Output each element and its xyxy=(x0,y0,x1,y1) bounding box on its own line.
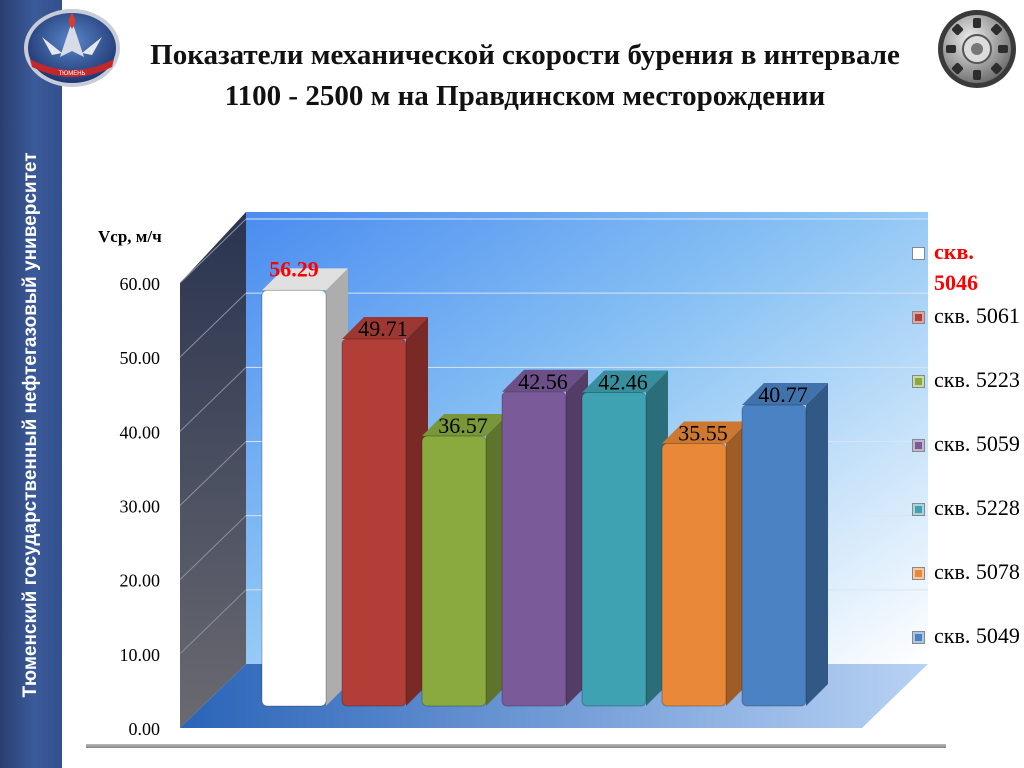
legend-label: скв. 5059 xyxy=(934,431,1020,456)
bar-front xyxy=(661,443,727,707)
legend-label: скв. 5078 xyxy=(934,559,1020,584)
grid-line-side xyxy=(179,441,247,506)
sidebar: Тюменский государственный нефтегазовый у… xyxy=(0,0,62,768)
chart-legend: скв. 5046 скв. 5061 скв. 5223 скв. 5059 скв.… xyxy=(912,236,1022,684)
legend-marker xyxy=(912,375,925,388)
bar-value-labels: 56.29 49.71 36.57 42.56 42.46 35.55 40.77 xyxy=(269,256,808,445)
bar-top xyxy=(662,421,748,444)
bar xyxy=(421,413,508,707)
legend-item: скв. 5046 xyxy=(912,236,1022,300)
legend-marker xyxy=(912,439,925,452)
bar-front xyxy=(261,289,327,707)
legend-label: скв. 5228 xyxy=(934,495,1020,520)
bar-front xyxy=(501,391,567,707)
bar xyxy=(341,316,428,707)
bar-front xyxy=(341,338,407,707)
legend-label: скв. 5046 xyxy=(934,239,978,295)
bar xyxy=(501,369,588,707)
grid-line-side xyxy=(179,366,247,432)
bar-top xyxy=(262,268,348,291)
bars xyxy=(261,268,828,707)
grid-line-side xyxy=(179,515,247,581)
y-tick-label: 50.00 xyxy=(120,348,161,368)
university-logo-icon: ТЮМЕНЬ xyxy=(24,9,120,87)
y-axis-label: Vср, м/ч xyxy=(98,227,162,246)
y-tick-label: 40.00 xyxy=(120,422,161,442)
bar-top xyxy=(742,382,828,405)
y-tick-label: 60.00 xyxy=(120,274,161,294)
bar-top xyxy=(502,369,588,392)
bar-value-label: 40.77 xyxy=(758,382,808,407)
bar-value-label: 56.29 xyxy=(269,256,319,281)
y-tick-label: 0.00 xyxy=(129,719,161,739)
bar-value-label: 49.71 xyxy=(358,316,408,341)
svg-text:ТЮМЕНЬ: ТЮМЕНЬ xyxy=(59,71,86,77)
legend-item: скв. 5078 xyxy=(912,556,1022,620)
bar-top xyxy=(582,370,668,393)
bar-side xyxy=(806,382,828,706)
legend-label: скв. 5049 xyxy=(934,623,1020,648)
bar xyxy=(661,421,748,707)
grid-line-side xyxy=(179,218,247,284)
bar-front xyxy=(741,404,807,707)
legend-marker xyxy=(912,567,925,580)
legend-label: скв. 5061 xyxy=(934,303,1020,328)
bar xyxy=(741,382,828,707)
grid-line-side xyxy=(179,292,247,358)
y-tick-label: 30.00 xyxy=(120,497,161,517)
slide-title: Показатели механической скорости бурения… xyxy=(150,39,900,112)
legend-marker xyxy=(912,311,925,324)
legend-label: скв. 5223 xyxy=(934,367,1020,392)
bar-value-label: 36.57 xyxy=(438,413,488,438)
bottom-divider xyxy=(86,744,946,748)
legend-marker xyxy=(912,631,925,644)
bar-top xyxy=(342,316,428,339)
grid-line-side xyxy=(179,589,247,655)
legend-item: скв. 5223 xyxy=(912,364,1022,428)
legend-item: скв. 5059 xyxy=(912,428,1022,492)
drill-bit-logo-icon xyxy=(938,10,1016,88)
bar-front xyxy=(581,392,647,707)
bar xyxy=(581,370,668,707)
bar xyxy=(261,268,348,707)
y-tick-label: 10.00 xyxy=(120,645,161,665)
bar-value-label: 35.55 xyxy=(678,421,728,446)
legend-item: скв. 5228 xyxy=(912,492,1022,556)
legend-marker xyxy=(912,247,925,260)
bar-value-label: 42.56 xyxy=(518,369,568,394)
bar-value-label: 42.46 xyxy=(598,370,648,395)
chart-side-wall xyxy=(180,212,246,728)
bar-front xyxy=(421,435,487,707)
legend-item: скв. 5061 xyxy=(912,300,1022,364)
y-tick-label: 20.00 xyxy=(120,571,161,591)
legend-marker xyxy=(912,503,925,516)
y-tick-labels: 0.00 10.00 20.00 30.00 40.00 50.00 60.00 xyxy=(120,274,161,739)
bar-top xyxy=(422,413,508,436)
legend-item: скв. 5049 xyxy=(912,620,1022,684)
